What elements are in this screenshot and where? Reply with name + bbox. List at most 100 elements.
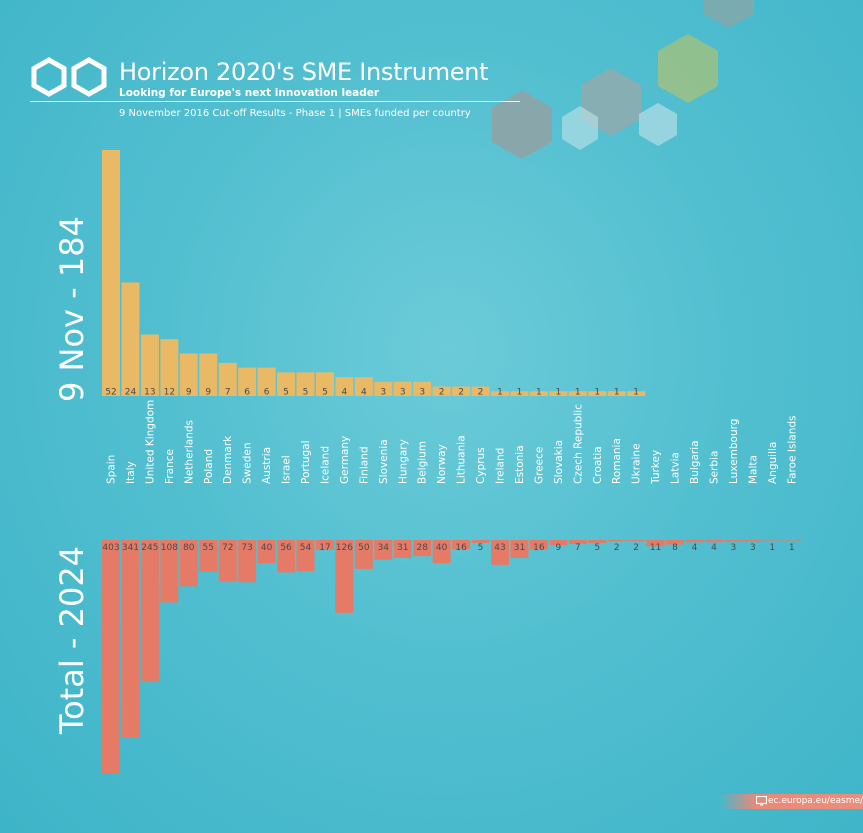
- category-label: Anguilla: [767, 442, 779, 484]
- bottom-bar: [160, 540, 179, 603]
- footer-url[interactable]: ec.europa.eu/easme/: [768, 796, 863, 806]
- top-bar-value: 1: [594, 388, 600, 398]
- bottom-bar-value: 54: [300, 543, 312, 553]
- top-bar: [588, 391, 607, 396]
- bottom-bar-value: 108: [161, 543, 178, 553]
- top-bar-value: 3: [380, 388, 386, 398]
- bottom-bar-value: 16: [533, 543, 545, 553]
- monitor-icon: [756, 796, 767, 806]
- category-label: Iceland: [319, 446, 331, 484]
- top-bar-value: 1: [536, 388, 542, 398]
- category-label: Austria: [261, 447, 273, 484]
- bottom-bar: [102, 540, 120, 773]
- category-label: Greece: [533, 447, 545, 484]
- bottom-bar-value: 56: [280, 543, 292, 553]
- bottom-bar: [413, 540, 432, 557]
- bottom-bar: [627, 540, 646, 542]
- bottom-bar: [218, 540, 237, 582]
- hexagon-decoration: [639, 103, 677, 146]
- category-label: Slovakia: [553, 440, 565, 484]
- bottom-bar: [121, 540, 140, 738]
- top-bar-value: 2: [439, 388, 445, 398]
- bottom-bar: [432, 540, 451, 564]
- top-bar-value: 6: [264, 388, 270, 398]
- category-label: Spain: [106, 455, 118, 484]
- hexagon-decoration: [658, 34, 718, 103]
- bottom-bar-value: 3: [731, 543, 737, 553]
- category-label: Latvia: [670, 452, 682, 484]
- top-bar-value: 3: [400, 388, 406, 398]
- top-bar-value: 1: [497, 388, 503, 398]
- bottom-bar: [199, 540, 218, 572]
- top-bar: [238, 367, 257, 396]
- category-label: United Kingdom: [144, 400, 156, 484]
- top-bar: [491, 391, 509, 396]
- bottom-bar: [471, 540, 490, 543]
- category-label: Ukraine: [631, 443, 643, 484]
- bottom-bar-value: 5: [594, 543, 600, 553]
- header-divider: [30, 101, 520, 102]
- category-label: Romania: [611, 438, 623, 484]
- top-bar: [374, 381, 393, 396]
- top-bar: [218, 362, 237, 396]
- bottom-bar-value: 2: [633, 543, 639, 553]
- top-bar: [296, 372, 315, 396]
- bottom-bar-value: 341: [122, 543, 139, 553]
- bottom-bar: [588, 540, 607, 543]
- bottom-bar: [140, 540, 159, 682]
- bottom-bar-value: 2: [614, 543, 620, 553]
- top-bar-value: 4: [361, 388, 367, 398]
- top-bar: [549, 391, 568, 396]
- bottom-bar-value: 55: [203, 543, 214, 553]
- bottom-bar-value: 1: [789, 543, 795, 553]
- top-bar-value: 13: [144, 388, 155, 398]
- bottom-bar: [782, 540, 801, 541]
- top-bar-value: 7: [225, 388, 231, 398]
- bottom-bar: [452, 540, 471, 550]
- bottom-bar: [296, 540, 315, 572]
- bottom-bar-value: 28: [416, 543, 428, 553]
- top-bar-value: 5: [322, 388, 328, 398]
- top-bar: [607, 391, 626, 396]
- bottom-bar-value: 11: [650, 543, 661, 553]
- bottom-bar-value: 43: [494, 543, 505, 553]
- top-bar-value: 1: [575, 388, 581, 398]
- category-label: Israel: [281, 455, 293, 484]
- category-label: Faroe Islands: [786, 415, 798, 484]
- category-label: Ireland: [495, 448, 507, 484]
- bottom-bar: [238, 540, 257, 583]
- top-bar: [568, 391, 587, 396]
- bottom-bar: [724, 540, 743, 542]
- top-bar-value: 5: [303, 388, 309, 398]
- top-bar: [393, 381, 412, 396]
- top-bar-value: 1: [633, 388, 639, 398]
- top-bar-value: 1: [517, 388, 523, 398]
- bottom-bar: [568, 540, 587, 545]
- category-label: Denmark: [222, 435, 234, 484]
- top-bar: [529, 391, 548, 396]
- top-bar-value: 2: [458, 388, 464, 398]
- category-label: Netherlands: [183, 420, 195, 484]
- bottom-bar-value: 9: [555, 543, 561, 553]
- bottom-bar: [491, 540, 509, 565]
- bottom-bar-value: 403: [102, 543, 119, 553]
- top-bar-value: 2: [478, 388, 484, 398]
- bottom-bar-value: 31: [397, 543, 408, 553]
- top-bar: [121, 282, 140, 396]
- top-bar: [471, 386, 490, 396]
- category-label: Norway: [436, 444, 448, 484]
- top-bar-value: 1: [555, 388, 561, 398]
- category-label: Luxembourg: [728, 419, 740, 484]
- top-bar: [452, 386, 471, 396]
- footer-bar: [720, 794, 863, 809]
- bottom-bar-value: 1: [769, 543, 775, 553]
- category-label: Bulgaria: [689, 440, 701, 484]
- bottom-bar: [374, 540, 393, 560]
- bottom-bar-value: 80: [183, 543, 195, 553]
- top-bar: [510, 391, 529, 396]
- top-bar: [432, 386, 451, 396]
- top-bar-value: 1: [614, 388, 620, 398]
- top-bar-value: 12: [164, 388, 175, 398]
